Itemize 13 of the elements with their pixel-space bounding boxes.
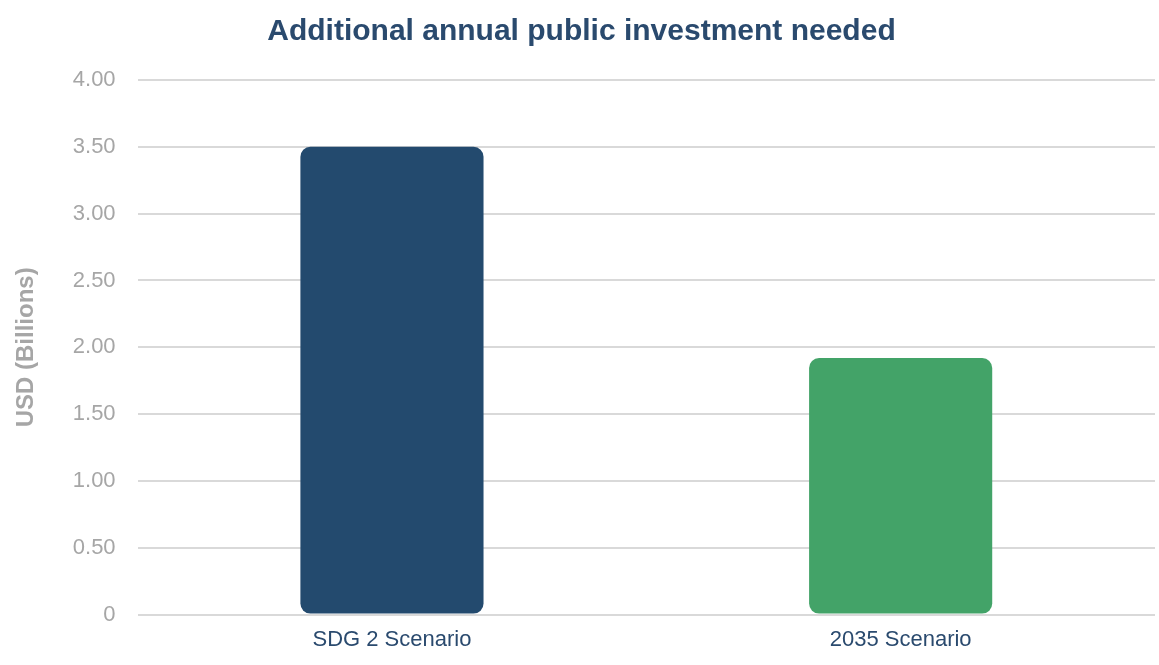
y-tick-label: 1.50 xyxy=(72,400,116,426)
y-tick-label: 3.00 xyxy=(72,199,116,225)
x-tick-label: SDG 2 Scenario xyxy=(312,625,472,651)
y-tick-label: 0.50 xyxy=(72,533,116,559)
chart-title: Additional annual public investment needed xyxy=(267,13,896,47)
y-tick-label: 1.00 xyxy=(72,467,116,493)
y-tick-label: 2.00 xyxy=(72,333,116,359)
x-tick-label: 2035 Scenario xyxy=(829,625,972,651)
y-tick-label: 3.50 xyxy=(72,132,116,158)
y-tick-label: 0 xyxy=(103,600,116,626)
y-tick-label: 4.00 xyxy=(72,66,116,92)
y-axis-title: USD (Billions) xyxy=(11,267,39,428)
y-tick-label: 2.50 xyxy=(72,266,116,292)
